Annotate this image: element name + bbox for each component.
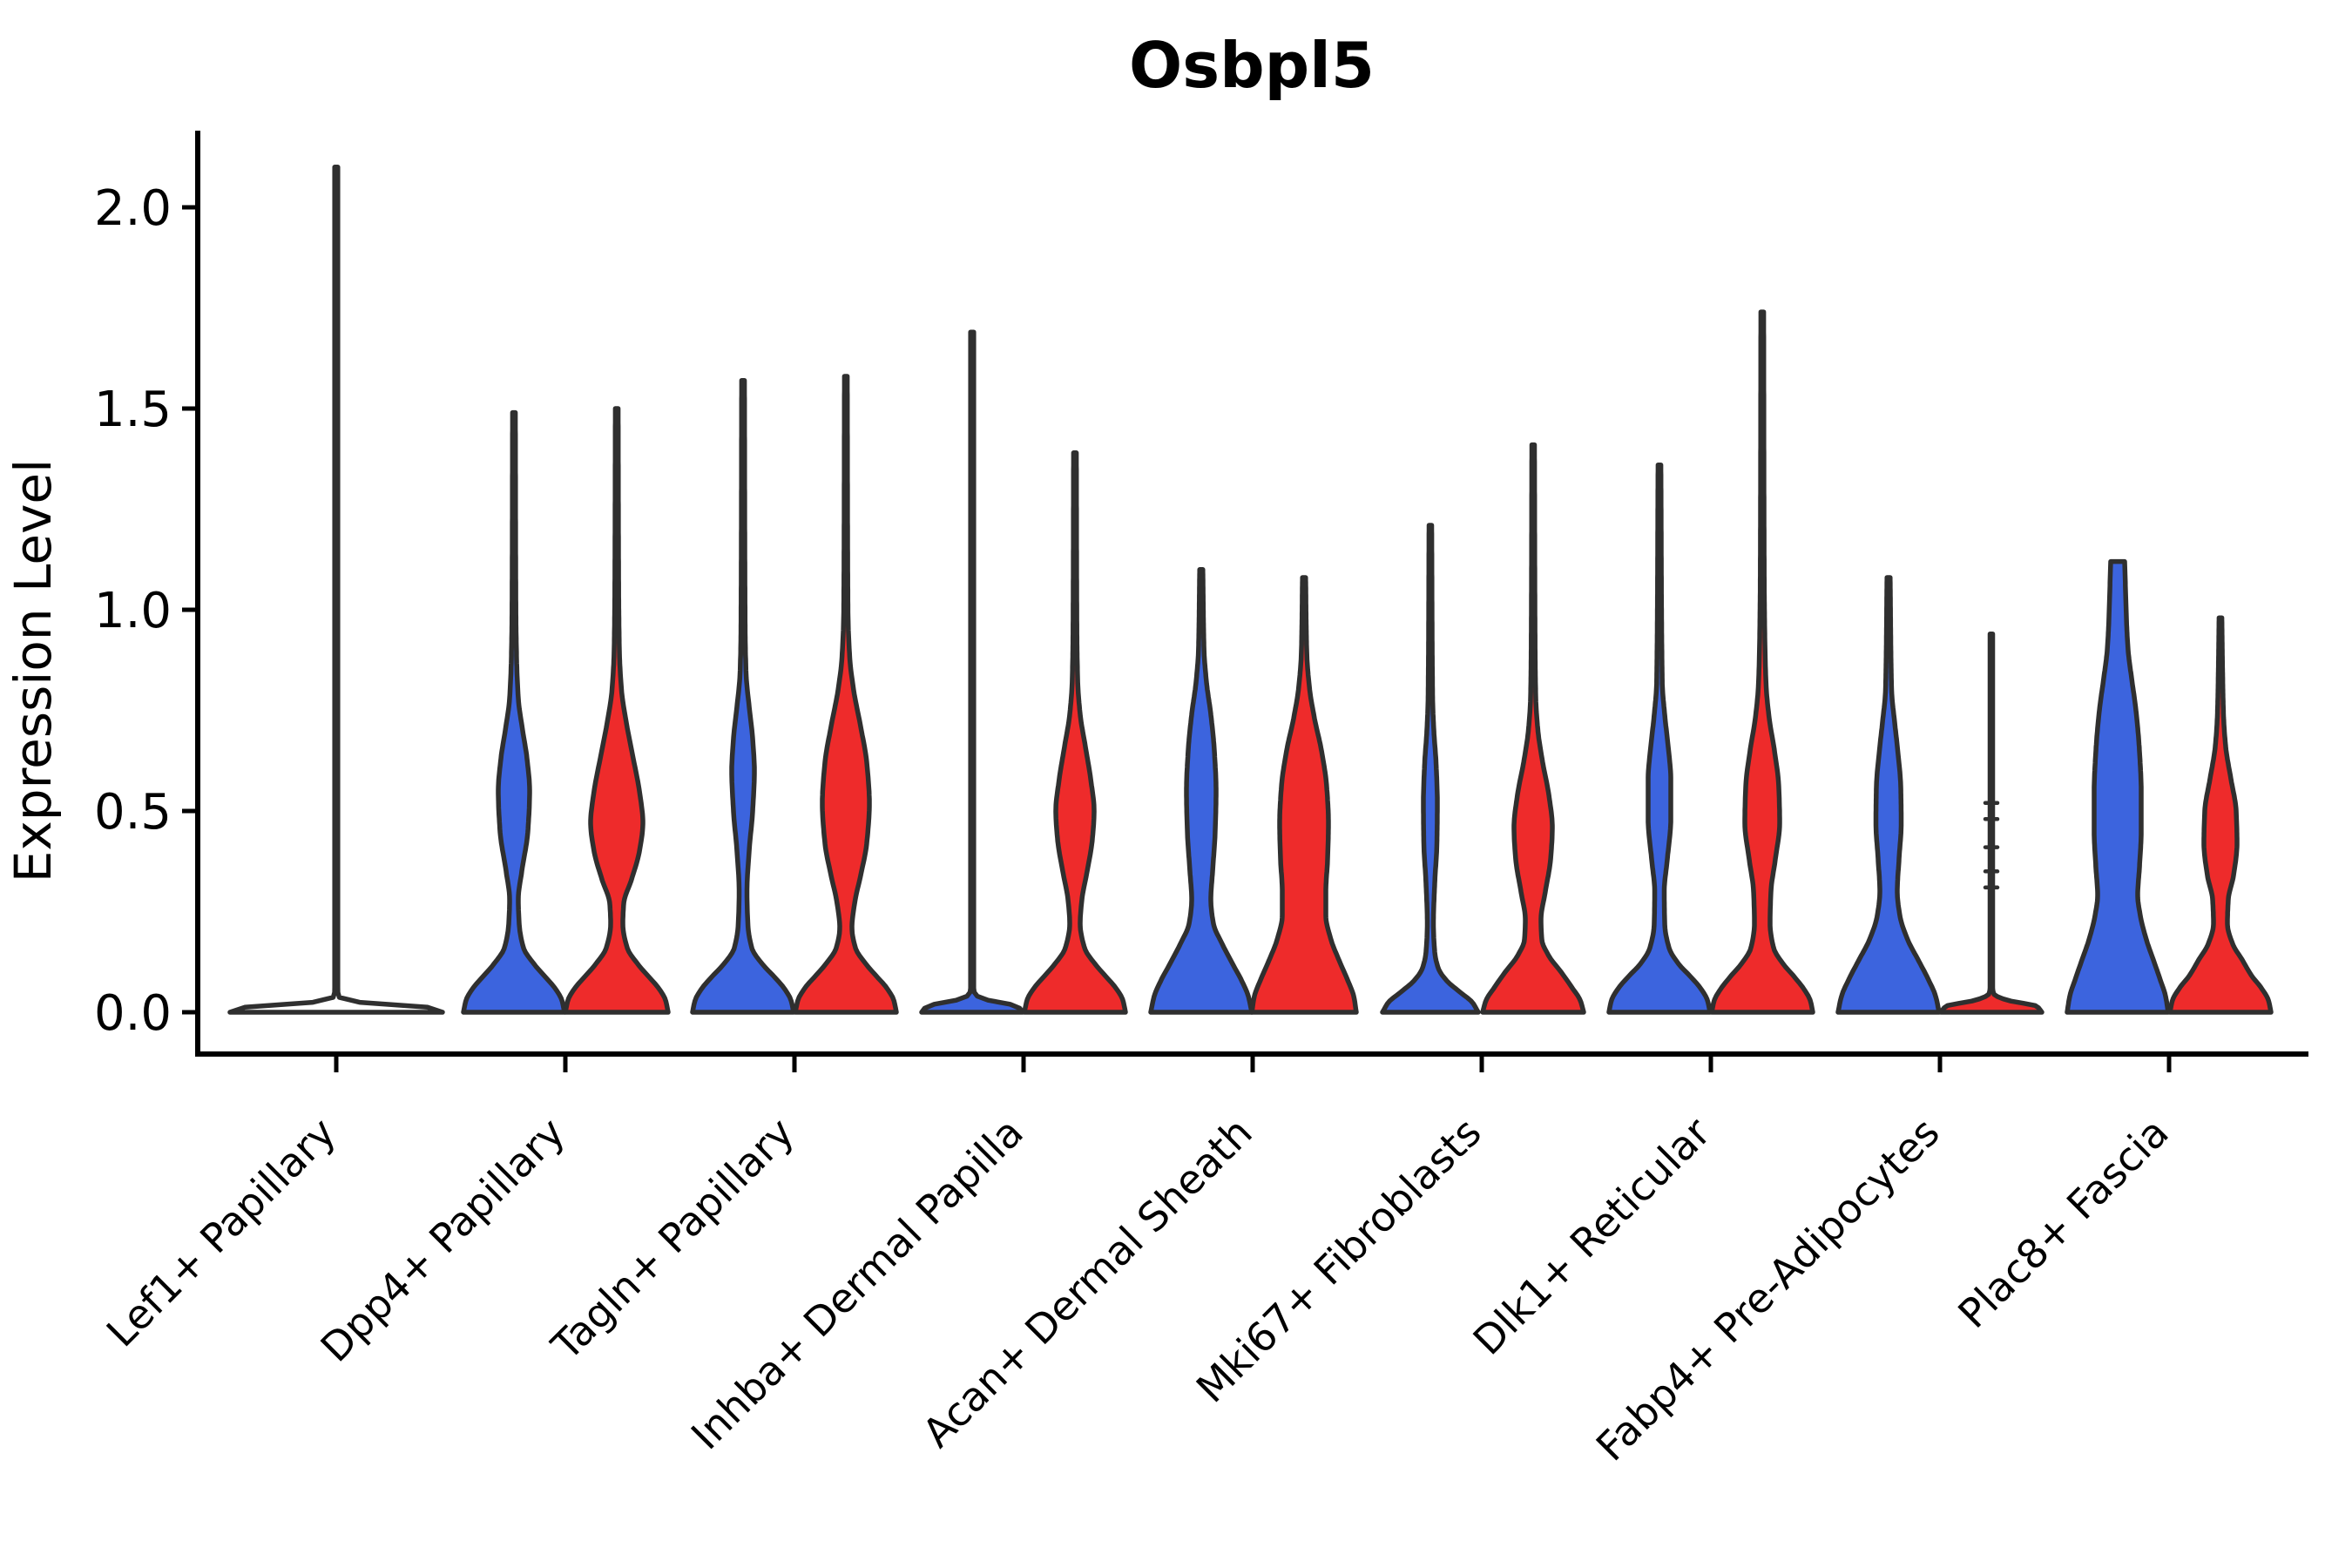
y-tick-label: 0.0 xyxy=(94,985,172,1042)
violin-Fabp4+-blue xyxy=(1835,575,1942,1015)
violin-Dpp4+-blue xyxy=(461,409,567,1015)
violins-layer xyxy=(227,165,2274,1015)
x-tick-label: Dlk1+ Reticular xyxy=(1464,1109,1720,1364)
violin-Dlk1+-blue xyxy=(1606,462,1713,1015)
violin-Acan+-red xyxy=(1249,575,1359,1015)
x-tick-label: Plac8+ Fascia xyxy=(1949,1109,2177,1337)
chart-title: Osbpl5 xyxy=(1129,29,1375,102)
x-tick-label: Lef1+ Papillary xyxy=(98,1109,345,1356)
y-tick-label: 1.0 xyxy=(94,583,172,639)
violin-Tagln+-blue xyxy=(690,377,796,1015)
y-tick-label: 0.5 xyxy=(94,784,172,841)
violin-Inhba+-red xyxy=(1022,450,1128,1015)
x-tick-label: Dpp4+ Papillary xyxy=(312,1109,574,1371)
y-tick-label: 2.0 xyxy=(94,180,172,237)
violin-Acan+-blue xyxy=(1148,567,1254,1015)
violin-Inhba+-blue xyxy=(919,329,1025,1015)
violin-Fabp4+-red xyxy=(1938,631,2044,1015)
axes-layer xyxy=(182,131,2308,1072)
violin-Mki67+-red xyxy=(1480,442,1586,1015)
y-tick-label: 1.5 xyxy=(94,382,172,438)
violin-Dpp4+-red xyxy=(563,406,671,1015)
violin-Dlk1+-red xyxy=(1709,309,1815,1015)
y-axis-label: Expression Level xyxy=(3,459,63,882)
x-tick-label: Tagln+ Papillary xyxy=(542,1109,803,1370)
violin-Tagln+-red xyxy=(793,374,899,1015)
violin-Plac8+-red xyxy=(2167,615,2274,1015)
violin-Mki67+-blue xyxy=(1380,523,1481,1015)
violin-Plac8+-blue xyxy=(2065,558,2171,1015)
violin-Lef1+-single xyxy=(227,165,445,1015)
